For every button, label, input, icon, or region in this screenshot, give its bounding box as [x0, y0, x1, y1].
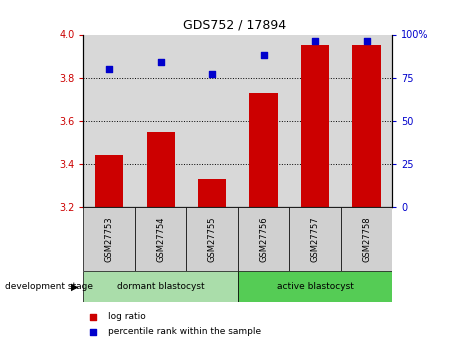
Text: GSM27755: GSM27755: [207, 217, 216, 262]
Text: ▶: ▶: [71, 282, 78, 291]
Text: GSM27756: GSM27756: [259, 217, 268, 262]
Text: log ratio: log ratio: [108, 312, 146, 321]
Text: active blastocyst: active blastocyst: [277, 282, 354, 291]
Bar: [290, 207, 341, 271]
Point: [89, 329, 97, 335]
Point: [157, 59, 164, 65]
Bar: [249, 93, 278, 207]
Text: GSM27757: GSM27757: [311, 217, 320, 262]
Bar: [83, 207, 135, 271]
Text: GSM27758: GSM27758: [362, 217, 371, 262]
Bar: [83, 271, 238, 302]
Bar: [186, 207, 238, 271]
Point: [363, 39, 370, 44]
Text: percentile rank within the sample: percentile rank within the sample: [108, 327, 261, 336]
Bar: [198, 179, 226, 207]
Bar: [341, 207, 392, 271]
Bar: [353, 45, 381, 207]
Text: GDS752 / 17894: GDS752 / 17894: [183, 19, 286, 32]
Point: [260, 52, 267, 58]
Point: [208, 71, 216, 77]
Bar: [301, 45, 329, 207]
Text: development stage: development stage: [5, 282, 92, 291]
Text: GSM27754: GSM27754: [156, 217, 165, 262]
Bar: [95, 155, 123, 207]
Bar: [147, 131, 175, 207]
Point: [89, 314, 97, 319]
Bar: [238, 271, 392, 302]
Text: GSM27753: GSM27753: [105, 217, 114, 262]
Bar: [135, 207, 186, 271]
Text: dormant blastocyst: dormant blastocyst: [117, 282, 204, 291]
Point: [106, 66, 113, 72]
Bar: [238, 207, 290, 271]
Point: [312, 39, 319, 44]
